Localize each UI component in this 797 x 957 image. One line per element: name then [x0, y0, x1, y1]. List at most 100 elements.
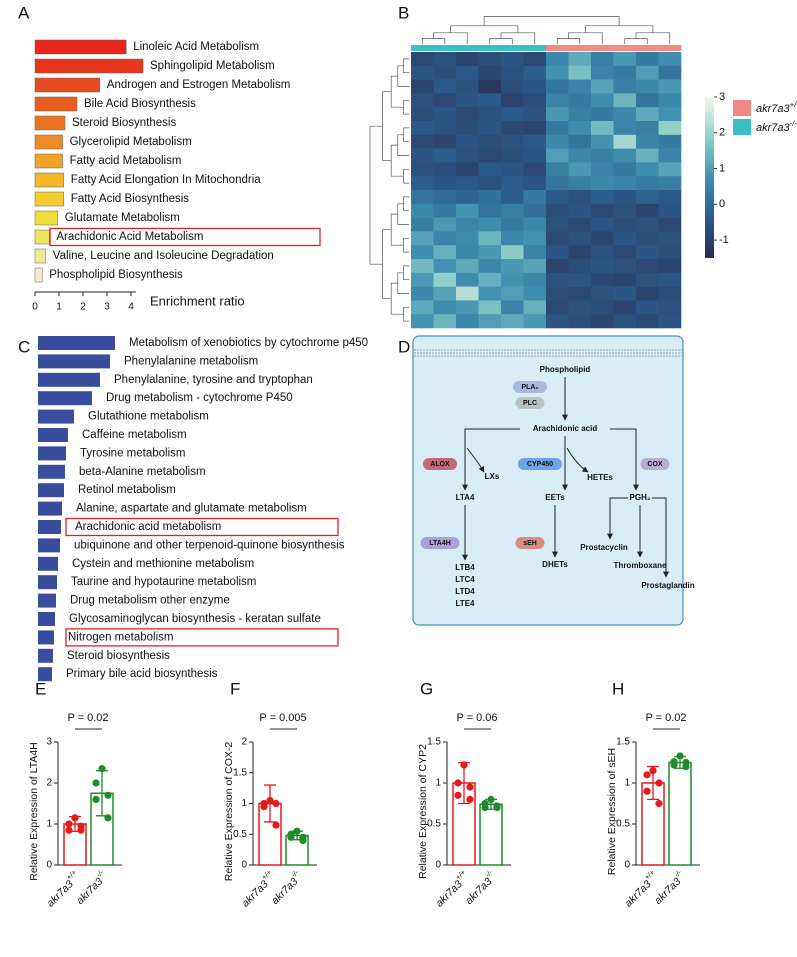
- bar-label: Androgen and Estrogen Metabolism: [107, 79, 290, 91]
- heatmap-cell: [636, 65, 659, 80]
- heatmap-cell: [636, 190, 659, 205]
- heatmap-cell: [568, 107, 592, 122]
- dendrogram: [403, 196, 409, 212]
- legend-label-sup: +/+: [790, 100, 797, 109]
- heatmap-cell: [636, 217, 659, 232]
- heatmap-cell: [456, 286, 479, 301]
- heatmap-cell: [546, 272, 569, 287]
- x-tick-label-sup: -/-: [289, 868, 301, 880]
- dendrogram: [382, 229, 392, 300]
- bar: [38, 354, 110, 369]
- bar-label: Fatty Acid Elongation In Mitochondria: [71, 174, 261, 186]
- data-point: [643, 771, 651, 779]
- heatmap-cell: [613, 259, 637, 274]
- heatmap-cell: [478, 272, 502, 287]
- bar: [38, 391, 92, 406]
- column-annotation: [591, 45, 614, 51]
- metabolite-label: Arachidonic acid: [533, 424, 598, 433]
- bar-label: Fatty acid Metabolism: [70, 155, 182, 167]
- heatmap-cell: [613, 93, 637, 108]
- heatmap-cell: [568, 245, 592, 260]
- heatmap-cell: [658, 148, 682, 163]
- heatmap-cell: [591, 231, 614, 246]
- heatmap-cell: [546, 314, 569, 329]
- heatmap-cell: [658, 300, 682, 315]
- x-tick-label-base: akr7a3: [463, 875, 494, 906]
- heatmap-cell: [591, 52, 614, 67]
- data-point: [454, 791, 462, 799]
- metabolite-label: DHETs: [542, 560, 568, 569]
- bar: [34, 77, 101, 93]
- y-tick-label: 1: [624, 778, 630, 789]
- heatmap-cell: [658, 107, 682, 122]
- heatmap-cell: [456, 134, 479, 149]
- metabolite-label: HETEs: [587, 473, 613, 482]
- heatmap-cell: [411, 286, 434, 301]
- x-tick-label: akr7a3+/+: [431, 868, 473, 910]
- heatmap-cell: [411, 176, 434, 191]
- bar: [34, 96, 78, 112]
- heatmap-cell: [546, 134, 569, 149]
- heatmap-cell: [613, 121, 637, 136]
- heatmap-cell: [636, 107, 659, 122]
- column-annotation: [478, 45, 502, 51]
- heatmap-cell: [411, 121, 434, 136]
- bar: [38, 372, 100, 387]
- heatmap-cell: [456, 65, 479, 80]
- heatmap-cell: [501, 79, 524, 94]
- bar: [34, 39, 127, 55]
- heatmap-cell: [546, 176, 569, 191]
- heatmap-cell: [591, 148, 614, 163]
- bar: [38, 336, 115, 350]
- heatmap-cell: [546, 231, 569, 246]
- data-point: [493, 804, 501, 812]
- heatmap-cell: [523, 52, 547, 67]
- data-point: [272, 799, 280, 808]
- heatmap-cell: [433, 65, 457, 80]
- bar-label: Taurine and hypotaurine metabolism: [71, 576, 256, 588]
- bar: [34, 58, 144, 74]
- heatmap-cell: [613, 272, 637, 287]
- heatmap-cell: [546, 203, 569, 218]
- heatmap-cell: [658, 93, 682, 108]
- heatmap-cell: [636, 52, 659, 67]
- y-tick-label: 1: [241, 798, 247, 809]
- bar-label: Drug metabolism - cytochrome P450: [106, 392, 293, 404]
- heatmap-cell: [433, 203, 457, 218]
- bar: [34, 115, 66, 131]
- bar-label: Cystein and methionine metabolism: [72, 558, 254, 570]
- legend-swatch: [733, 100, 751, 116]
- heatmap-cell: [523, 286, 547, 301]
- heatmap-cell: [636, 203, 659, 218]
- dendrogram: [390, 75, 404, 108]
- bar: [34, 210, 59, 226]
- heatmap-cell: [568, 121, 592, 136]
- heatmap-cell: [636, 134, 659, 149]
- bar: [38, 501, 62, 516]
- heatmap-cell: [411, 93, 434, 108]
- enzyme-pill: [518, 458, 562, 470]
- column-annotation: [613, 45, 637, 51]
- heatmap-cell: [568, 231, 592, 246]
- bar: [38, 630, 54, 645]
- heatmap-cell: [591, 203, 614, 218]
- y-tick-label: 1.5: [233, 767, 247, 778]
- heatmap-cell: [433, 134, 457, 149]
- heatmap-cell: [456, 121, 479, 136]
- heatmap-cell: [501, 107, 524, 122]
- heatmap-cell: [658, 203, 682, 218]
- data-point: [104, 814, 112, 822]
- heatmap-cell: [523, 259, 547, 274]
- data-point: [655, 799, 663, 808]
- bar: [668, 761, 692, 866]
- bar: [38, 520, 61, 534]
- data-point: [643, 787, 651, 795]
- heatmap-cell: [433, 300, 457, 315]
- heatmap-cell: [456, 79, 479, 94]
- panel-label: G: [420, 679, 433, 698]
- bar-label: Bile Acid Biosynthesis: [84, 98, 196, 110]
- heatmap-cell: [591, 190, 614, 205]
- enzyme-label: PLA₂: [521, 384, 538, 391]
- heatmap-cell: [546, 245, 569, 260]
- heatmap-cell: [613, 176, 637, 191]
